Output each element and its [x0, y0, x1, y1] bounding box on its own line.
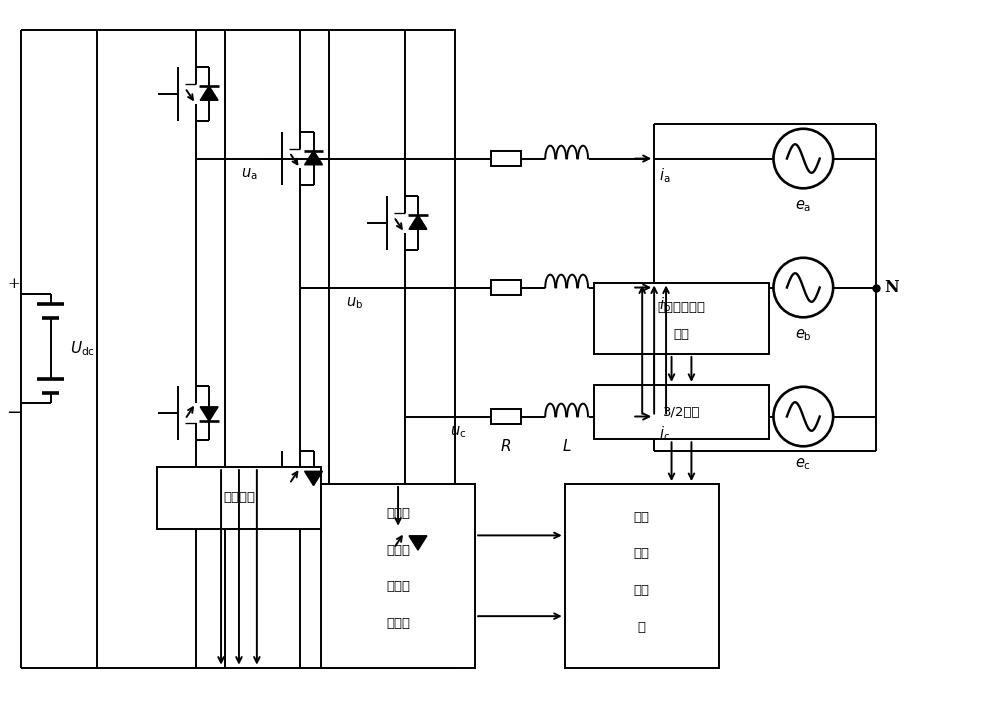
Text: N: N: [884, 279, 898, 296]
Text: $u_{\rm c}$: $u_{\rm c}$: [450, 424, 467, 440]
Text: 电流: 电流: [673, 328, 689, 340]
Polygon shape: [409, 536, 427, 550]
Text: $u_{\rm a}$: $u_{\rm a}$: [241, 167, 258, 182]
Text: 采样三相电压: 采样三相电压: [657, 301, 705, 314]
Text: +: +: [7, 277, 20, 291]
Text: $e_{\rm c}$: $e_{\rm c}$: [795, 456, 811, 472]
Text: $e_{\rm b}$: $e_{\rm b}$: [795, 328, 812, 343]
Text: $U_{\rm dc}$: $U_{\rm dc}$: [70, 339, 96, 358]
Polygon shape: [305, 150, 322, 164]
Bar: [491, 409, 521, 424]
Bar: [157, 467, 321, 528]
Bar: [491, 151, 521, 167]
Bar: [321, 484, 475, 668]
Text: 确定目: 确定目: [386, 543, 410, 557]
Text: 最小值: 最小值: [386, 617, 410, 630]
Text: 计算: 计算: [634, 511, 650, 523]
Polygon shape: [200, 86, 218, 100]
Text: $L$: $L$: [562, 439, 571, 454]
Text: $u_{\rm b}$: $u_{\rm b}$: [346, 295, 363, 311]
Text: $i_{\rm a}$: $i_{\rm a}$: [659, 167, 671, 185]
Text: 函数: 函数: [634, 584, 650, 597]
Text: −: −: [6, 404, 21, 422]
Text: $i_{\rm b}$: $i_{\rm b}$: [659, 295, 671, 314]
Text: 驱动电路: 驱动电路: [223, 491, 255, 504]
Bar: [491, 280, 521, 295]
Text: 值: 值: [638, 621, 646, 634]
Polygon shape: [200, 407, 218, 421]
Bar: [565, 484, 719, 668]
Text: $R$: $R$: [500, 439, 512, 454]
Bar: [594, 384, 769, 439]
Text: $e_{\rm a}$: $e_{\rm a}$: [795, 198, 811, 214]
Bar: [97, 30, 455, 668]
Text: 比较并: 比较并: [386, 507, 410, 520]
Text: 标函数: 标函数: [386, 580, 410, 593]
Polygon shape: [305, 471, 322, 486]
Bar: [594, 283, 769, 354]
Text: 3/2变换: 3/2变换: [663, 406, 700, 419]
Polygon shape: [409, 215, 427, 229]
Text: $i_{\rm c}$: $i_{\rm c}$: [659, 424, 670, 443]
Text: 目标: 目标: [634, 548, 650, 560]
